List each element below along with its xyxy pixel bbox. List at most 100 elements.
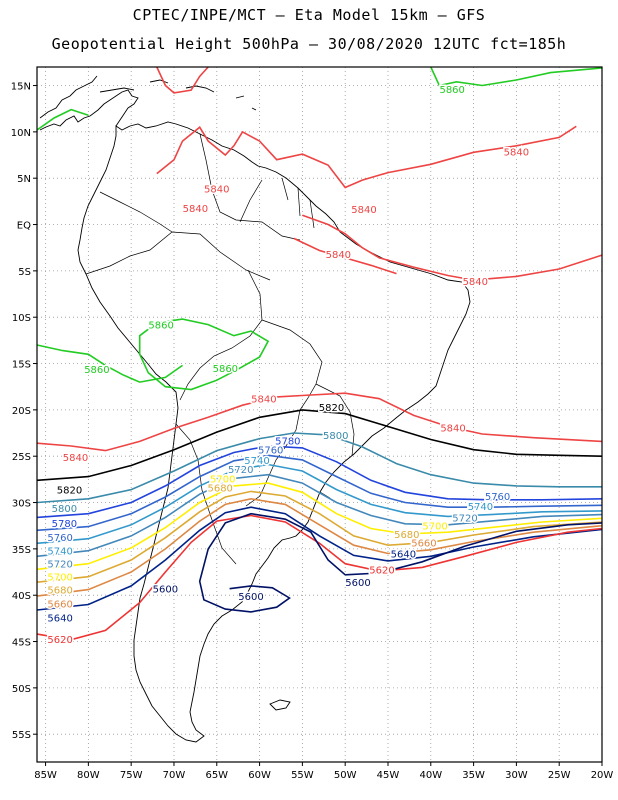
tick-label-lat: 20S [12,406,31,417]
contour-5840 [302,214,603,281]
tick-label-lon: 30W [505,770,528,781]
contour-label: 5840 [440,423,465,434]
contour-label: 5700 [422,522,447,533]
map-subtitle: Geopotential Height 500hPa – 30/08/2020 … [51,35,567,53]
contour-label: 5800 [323,431,348,442]
tick-label-lon: 65W [205,770,228,781]
tick-label-lat: 5S [18,267,31,278]
contour-labels: 5860 5860 5860 5860 5840 5840 5840 5840 5840 5840… [46,84,531,648]
contour-label: 5680 [394,530,419,541]
contour-5780 [36,445,603,519]
contour-label: 5740 [244,456,269,467]
contour-label: 5680 [207,484,232,495]
contour-label: 5840 [326,250,351,261]
contour-5680 [36,490,603,583]
contour-label: 5840 [63,453,88,464]
map-frame [36,66,603,763]
contour-5800 [36,432,602,504]
contour-label: 5720 [228,465,253,476]
contour-label: 5760 [47,533,72,544]
coastline-antilles [99,79,257,111]
tick-label-lat: 30S [12,499,31,510]
coastline-south-america [77,121,471,743]
contour-label: 5740 [47,547,72,558]
contour-5840 [293,237,397,275]
tick-label-lon: 40W [419,770,442,781]
tick-label-lat: 55S [12,730,31,741]
tick-label-lon: 70W [163,770,186,781]
contour-5860 [138,318,270,391]
contour-label: 5700 [210,474,235,485]
contour-label: 5720 [452,513,477,524]
coastline-falklands [269,699,291,711]
tick-label-lat: 35S [12,545,31,556]
contour-label: 5840 [183,204,208,215]
contour-label: 5760 [485,492,510,503]
contour-label: 5660 [411,538,436,549]
tick-label-lon: 55W [291,770,314,781]
contour-label: 5740 [468,502,493,513]
contour-label: 5600 [238,592,263,603]
contour-label: 5860 [148,321,173,332]
contour-label: 5820 [319,403,344,414]
contour-label: 5620 [369,565,394,576]
contour-label: 5840 [351,205,376,216]
contour-5620 [36,514,603,641]
tick-label-lon: 75W [120,770,143,781]
contour-5600 [198,512,346,613]
contour-label: 5860 [439,85,464,96]
contour-5840 [156,125,577,189]
contour-label: 5620 [47,635,72,646]
contour-label: 5820 [57,486,82,497]
contour-label: 5800 [52,504,77,515]
contour-label: 5680 [47,586,72,597]
contour-label: 5840 [204,184,229,195]
coastline-layer [39,75,471,743]
contour-label: 5700 [47,573,72,584]
contour-5740 [36,463,603,545]
tick-label-lat: 40S [12,591,31,602]
tick-label-lon: 50W [334,770,357,781]
contour-label: 5600 [345,578,370,589]
contour-5840 [156,66,209,94]
contour-5640 [36,506,603,611]
contour-5860 [36,108,89,131]
contour-5700 [36,482,603,571]
contour-5840 [36,392,603,452]
tick-label-lat: 25S [12,452,31,463]
contour-label: 5600 [153,585,178,596]
contour-label: 5660 [47,600,72,611]
tick-label-lat: 15S [12,360,31,371]
contour-label: 5720 [47,560,72,571]
contour-label: 5860 [84,365,109,376]
contour-5760 [36,454,603,532]
tick-label-lat: EQ [17,221,31,232]
graticule [37,67,603,762]
axes: 85W 80W 75W 70W 65W 60W 55W 50W 45W 40W 35W 30W 25W 2… [11,66,614,781]
tick-label-lon: 80W [77,770,100,781]
tick-label-lat: 50S [12,684,31,695]
tick-label-lat: 45S [12,638,31,649]
contour-5720 [36,473,603,558]
contour-label: 5760 [258,446,283,457]
contour-5860 [430,66,603,87]
contour-label: 5640 [47,613,72,624]
contour-5820 [36,409,603,482]
border-lines [85,133,355,565]
contour-label: 5780 [52,519,77,530]
contour-label: 5840 [251,395,276,406]
contour-label: 5780 [275,436,300,447]
tick-label-lat: 5N [17,174,31,185]
map-title: CPTEC/INPE/MCT – Eta Model 15km – GFS [132,6,486,24]
tick-label-lat: 15N [11,82,31,93]
contour-5660 [36,497,603,597]
contour-5600 [345,522,603,576]
contour-label: 5860 [213,364,238,375]
tick-label-lon: 25W [548,770,571,781]
contour-5860 [36,344,183,383]
contour-layer [36,66,603,641]
tick-label-lon: 20W [591,770,614,781]
tick-label-lat: 10S [12,313,31,324]
contour-label: 5840 [504,147,529,158]
